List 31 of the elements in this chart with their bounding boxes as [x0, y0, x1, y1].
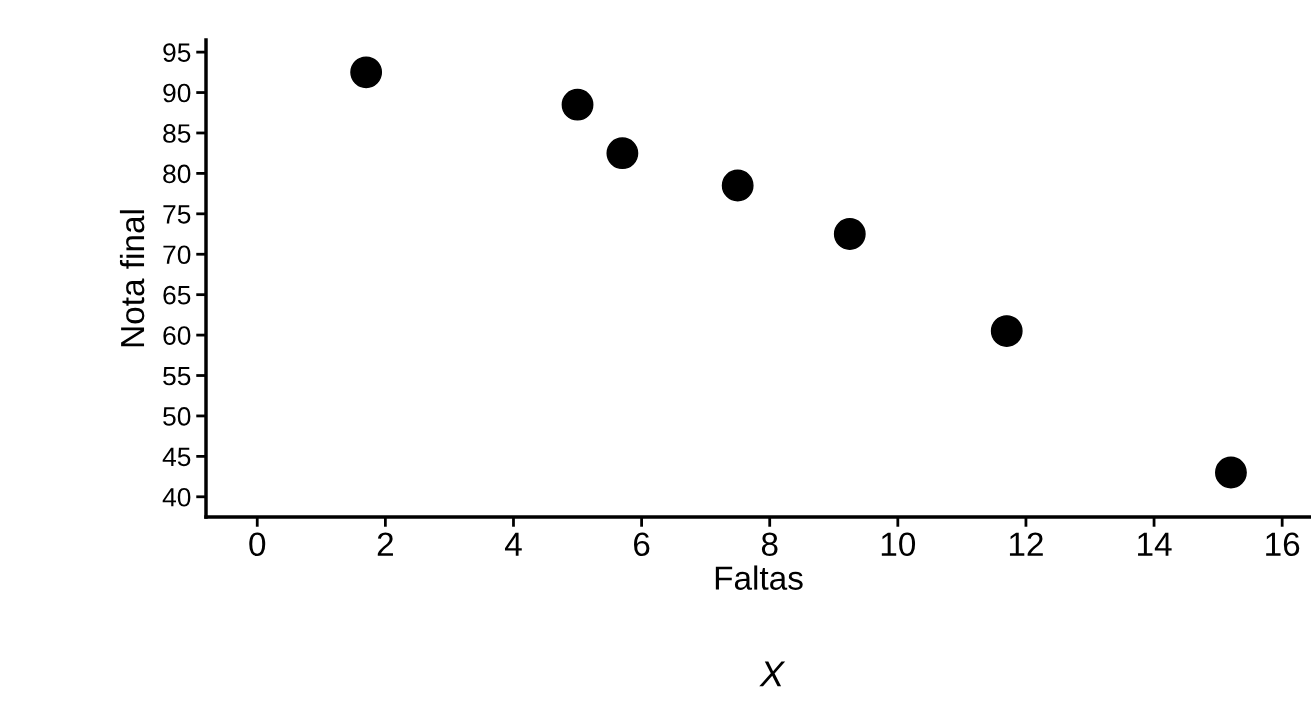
y-axis-title: Nota final: [119, 210, 145, 347]
point: [561, 88, 594, 121]
y-tick-label: 70: [163, 245, 191, 265]
y-tick-label: 55: [163, 366, 191, 386]
text: X: [759, 661, 786, 687]
y-tick-label: 65: [163, 285, 191, 305]
x-tick-label: 6: [634, 532, 650, 557]
x-tick-label: 0: [249, 532, 266, 557]
point: [990, 315, 1023, 347]
x-tick-label: 8: [761, 532, 778, 557]
x-tick-label: 4: [504, 532, 522, 556]
point: [833, 218, 866, 250]
y-tick-label: 60: [163, 326, 191, 345]
point: [1215, 456, 1247, 489]
y-tick-label: 75: [163, 205, 191, 224]
x-tick-label: 16: [1266, 532, 1300, 557]
point: [606, 137, 639, 170]
y-tick-label: 95: [163, 43, 191, 62]
point: [721, 169, 754, 202]
y-tick-label: 40: [162, 487, 191, 507]
x-tick-label: 10: [881, 532, 916, 557]
y-tick-label: 80: [163, 164, 191, 184]
y-tick-label: 50: [163, 407, 191, 426]
y-tick-label: 90: [163, 83, 191, 103]
point: [350, 56, 383, 89]
x-tick-label: 12: [1009, 532, 1043, 556]
y-tick-label: 85: [163, 124, 191, 143]
x-axis-title: Faltas: [715, 565, 803, 590]
x-tick-label: 14: [1138, 532, 1172, 556]
x-tick-label: 2: [377, 532, 393, 556]
y-tick-label: 45: [162, 447, 191, 467]
